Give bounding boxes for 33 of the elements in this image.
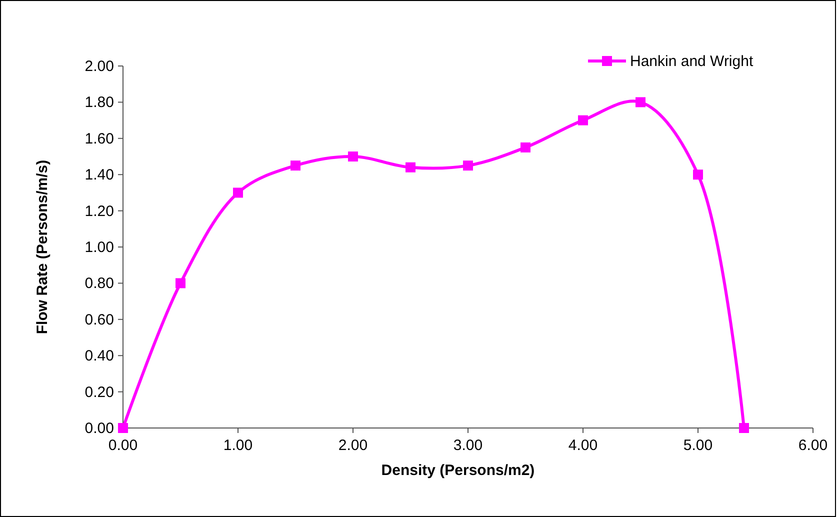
point [739,423,749,433]
y-axis-title: Flow Rate (Persons/m/s) [34,160,51,334]
y-tick-label: 1.20 [84,202,114,220]
point [348,152,358,162]
point [290,160,300,171]
x-tick-label: 1.00 [223,437,253,454]
point [233,188,243,198]
y-tick-label: 1.80 [84,94,114,112]
x-tick-label: 3.00 [453,437,483,454]
point [118,423,128,433]
point [463,160,473,171]
point [176,278,186,288]
x-axis-title: Density (Persons/m2) [381,462,535,479]
point [578,115,588,126]
y-tick-label: 2.00 [84,58,114,75]
point [636,97,646,108]
x-tick-label: 5.00 [683,437,713,454]
x-tick-label: 6.00 [798,437,828,454]
point [520,142,530,152]
point [406,162,416,172]
y-tick-label: 1.60 [84,130,114,148]
legend-label: Hankin and Wright [630,53,754,70]
y-tick-label: 0.40 [84,348,114,365]
x-tick-label: 0.00 [108,437,138,454]
y-tick-label: 0.80 [84,275,114,292]
y-tick-label: 0.00 [84,420,114,437]
point [693,170,703,180]
y-tick-label: 1.00 [84,239,114,256]
x-tick-label: 2.00 [338,437,368,454]
y-tick-label: 0.60 [84,311,114,328]
x-tick-label: 4.00 [568,437,598,454]
y-tick-label: 1.40 [84,166,114,184]
y-tick-label: 0.20 [84,384,114,401]
